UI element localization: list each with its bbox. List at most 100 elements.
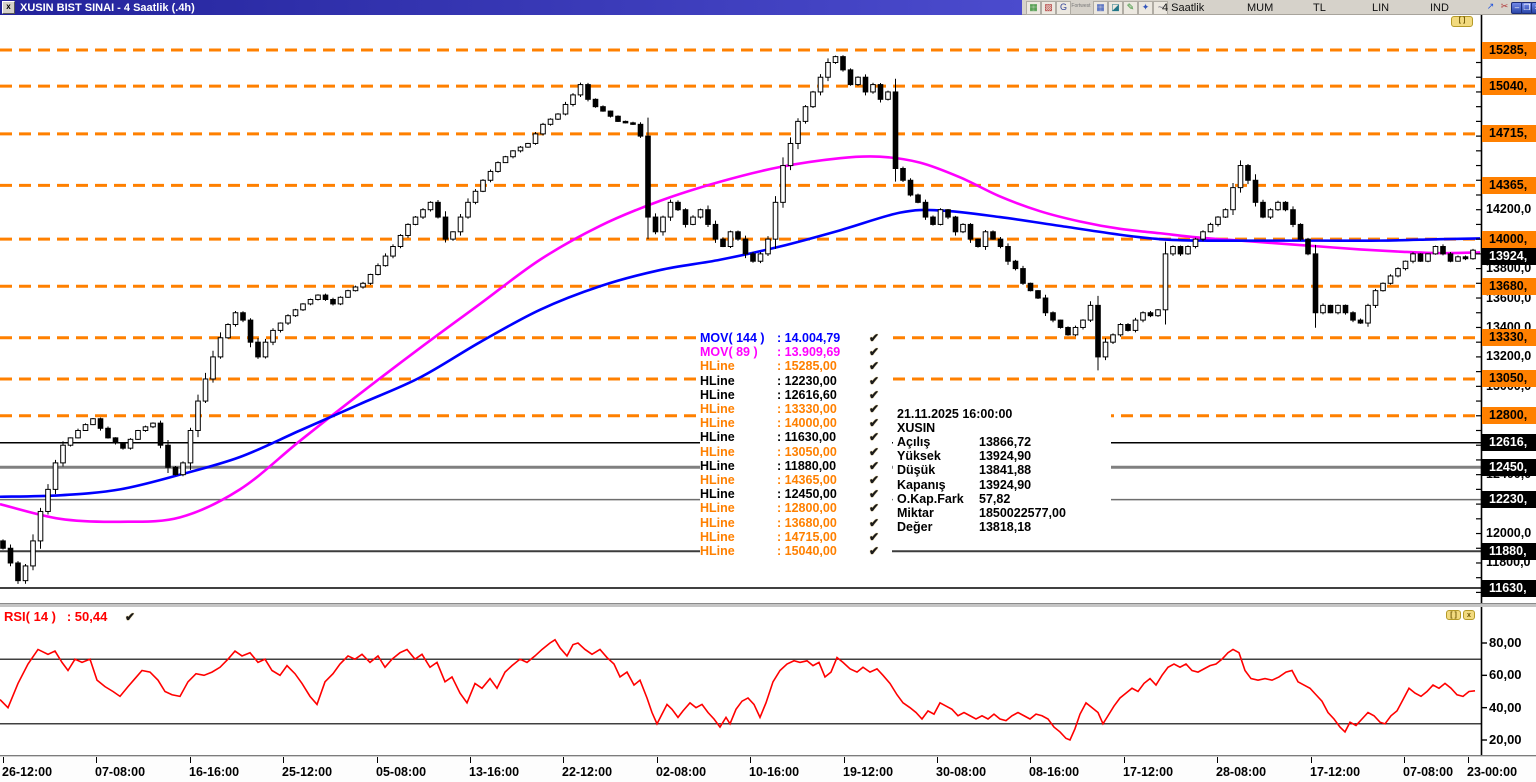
legend-check-icon[interactable]: ✔ <box>869 458 880 473</box>
legend-check-icon[interactable]: ✔ <box>869 487 880 502</box>
rsi-line <box>0 638 1476 742</box>
candle <box>1342 304 1349 314</box>
price-ticks <box>1476 61 1481 594</box>
legend-check-icon[interactable]: ✔ <box>869 544 880 558</box>
window-close-icon[interactable]: x <box>2 1 15 14</box>
legend-row: HLine: 14365,00 ✔ <box>700 473 892 487</box>
candle <box>667 201 674 218</box>
legend-value: : 14715,00 <box>777 529 837 544</box>
window-titlebar[interactable]: x XUSIN BIST SINAI - 4 Saatlik (.4h) <box>0 0 1022 15</box>
rsi-maximize-button[interactable]: [ ] <box>1446 610 1461 620</box>
area-chart-icon[interactable]: ◪ <box>1108 1 1123 15</box>
pane-separator[interactable] <box>0 603 1536 607</box>
candle <box>1365 304 1371 324</box>
candle <box>540 123 546 135</box>
toolbar-button-mum[interactable]: MUM <box>1247 2 1274 14</box>
toolbar-button-4-saatlik[interactable]: 4 Saatlik <box>1162 2 1205 14</box>
time-label: 07-08:00 <box>1403 765 1454 779</box>
pane-tag-icon[interactable]: [ ] <box>1451 16 1473 27</box>
bar-chart-red-icon[interactable]: ▨ <box>1041 1 1056 15</box>
legend-value: : 12230,00 <box>777 373 837 388</box>
time-axis[interactable]: 26-12:00 07-08:00 16-16:00 25-12:00 05-08:00… <box>0 755 1536 782</box>
bar-chart-green-icon[interactable]: ▦ <box>1026 1 1041 15</box>
legend-check-icon[interactable]: ✔ <box>869 515 880 530</box>
candle <box>1395 268 1401 277</box>
candle <box>697 209 704 218</box>
candle <box>682 209 689 225</box>
legend-check-icon[interactable]: ✔ <box>869 529 880 544</box>
rsi-pane-layer <box>0 638 1487 742</box>
candle <box>952 216 959 233</box>
legend-check-icon[interactable]: ✔ <box>869 331 880 345</box>
legend-value: : 15040,00 <box>777 544 837 558</box>
legend-check-icon[interactable]: ✔ <box>869 387 880 402</box>
candle <box>412 216 419 225</box>
logo-text[interactable]: Fortwest <box>1071 3 1091 9</box>
tools-icon[interactable]: ✂ <box>1500 1 1509 11</box>
candle <box>1117 324 1124 336</box>
logo-dropdown[interactable]: G <box>1056 1 1071 15</box>
legend-value: : 14365,00 <box>777 473 837 487</box>
pencil-icon[interactable]: ✎ <box>1123 1 1138 15</box>
info-value: 13866,72 <box>979 435 1032 449</box>
time-tick <box>937 757 938 763</box>
candle <box>510 150 516 158</box>
compass-icon[interactable]: ✦ <box>1138 1 1153 15</box>
legend-check-icon[interactable]: ✔ <box>869 373 880 388</box>
legend-check-icon[interactable]: ✔ <box>869 430 880 445</box>
candle <box>1245 165 1251 181</box>
legend-row: HLine: 13050,00 ✔ <box>700 444 892 459</box>
toolbar-button-ind[interactable]: IND <box>1430 2 1449 14</box>
candle <box>870 84 876 93</box>
legend-check-icon[interactable]: ✔ <box>869 359 880 374</box>
candle <box>285 315 291 324</box>
candle <box>247 319 254 343</box>
legend-check-icon[interactable]: ✔ <box>869 345 880 360</box>
legend-check-icon[interactable]: ✔ <box>869 416 880 431</box>
candle <box>300 303 306 311</box>
time-label: 28-08:00 <box>1216 765 1267 779</box>
rsi-close-button[interactable]: x <box>1463 610 1475 620</box>
info-label: Kapanış <box>897 477 946 492</box>
toolbar-button-tl[interactable]: TL <box>1313 2 1326 14</box>
candle <box>1207 223 1214 233</box>
line-style-icon[interactable]: ~ <box>1153 1 1168 15</box>
legend-name: HLine <box>700 444 735 459</box>
candle <box>127 438 134 449</box>
time-tick <box>190 757 191 763</box>
candle <box>337 296 344 305</box>
candle <box>1290 209 1296 225</box>
candle <box>360 282 366 288</box>
legend-check-icon[interactable]: ✔ <box>869 444 880 459</box>
candle <box>345 290 351 298</box>
candle <box>1462 256 1469 260</box>
hline-price-label: 12800, <box>1482 407 1536 425</box>
info-value: 13841,88 <box>979 463 1032 478</box>
legend-check-icon[interactable]: ✔ <box>869 501 880 516</box>
price-tick-label: 12000,0 <box>1486 526 1532 541</box>
toolbar-button-lin[interactable]: LIN <box>1372 2 1390 14</box>
candle <box>727 231 734 248</box>
candle <box>442 216 449 240</box>
mov144-line <box>0 208 1481 499</box>
candle <box>1020 268 1026 284</box>
legend-check-icon[interactable]: ✔ <box>869 473 880 487</box>
close-button[interactable]: × <box>1531 2 1536 14</box>
candle <box>37 510 44 542</box>
candle <box>1387 275 1394 284</box>
candle <box>202 378 209 402</box>
legend-check-icon[interactable]: ✔ <box>869 402 880 416</box>
candle <box>967 223 974 240</box>
price-tick-label: 14200,0 <box>1486 202 1532 217</box>
candle <box>592 98 599 108</box>
grid-blue-icon[interactable]: ▦ <box>1093 1 1108 15</box>
candle <box>15 562 21 582</box>
send-arrow-icon[interactable]: ↗ <box>1486 1 1495 11</box>
time-tick <box>750 757 751 763</box>
candle <box>1425 253 1431 262</box>
legend-value: : 14.004,79 <box>777 331 841 345</box>
rsi-check-icon[interactable]: ✔ <box>124 610 136 624</box>
candle <box>1222 209 1229 218</box>
hline-price-label: 14715, <box>1482 125 1536 143</box>
